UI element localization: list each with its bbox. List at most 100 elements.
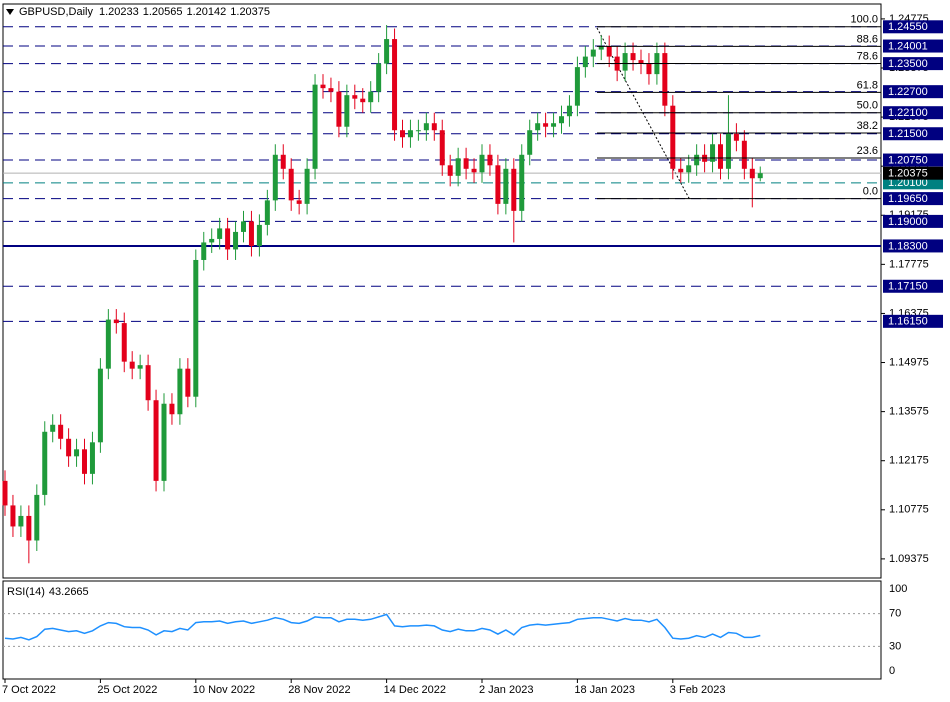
x-tick-label: 7 Oct 2022: [2, 684, 56, 696]
menu-arrow[interactable]: [6, 9, 14, 15]
level-box: [883, 153, 943, 167]
level-box: [883, 214, 943, 228]
candle-body: [376, 63, 382, 92]
level-label: 1.22100: [888, 107, 928, 119]
candle-body: [161, 403, 167, 481]
candle-body: [543, 123, 549, 127]
y-tick-label: 1.14975: [889, 356, 929, 368]
candle-body: [598, 46, 604, 50]
candle-body: [400, 130, 405, 138]
candle-body: [431, 123, 437, 131]
price-panel: [2, 3, 882, 579]
candle-body: [622, 53, 628, 71]
level-box: [883, 279, 943, 293]
candle-body: [34, 494, 40, 541]
candle-body: [304, 168, 310, 204]
candle-body: [757, 173, 763, 179]
current-price-box: [883, 166, 943, 180]
candle-body: [272, 154, 278, 201]
candle-body: [487, 154, 493, 166]
x-tick-label: 2 Jan 2023: [479, 684, 533, 696]
candle-body: [407, 130, 413, 138]
candle-body: [320, 84, 326, 89]
y-tick-label: 1.17775: [889, 258, 929, 270]
candle-body: [129, 361, 135, 369]
symbol: GBPUSD,Daily: [19, 6, 93, 18]
candle-body: [415, 130, 421, 132]
candle-body: [312, 84, 318, 169]
candle-body: [10, 505, 16, 527]
level-label: 1.24001: [888, 40, 928, 52]
candle-body: [694, 154, 700, 166]
level-label: 1.19650: [888, 193, 928, 205]
high-value: 1.20565: [143, 6, 183, 18]
candle-body: [280, 154, 286, 169]
candle-body: [551, 123, 557, 127]
y-tick-label: 30: [889, 640, 901, 652]
candle-body: [217, 228, 223, 239]
candle-body: [58, 424, 64, 439]
candle-body: [511, 168, 517, 211]
level-label: 1.21500: [888, 128, 928, 140]
candle-body: [105, 319, 111, 369]
y-tick-label: 0: [889, 665, 895, 677]
current-price-label: 1.20375: [888, 168, 928, 180]
candle-body: [344, 95, 350, 127]
rsi-panel: [2, 580, 882, 680]
candle-body: [89, 442, 95, 474]
candle-body: [527, 130, 533, 155]
x-tick-label: 18 Jan 2023: [574, 684, 635, 696]
candle-body: [177, 368, 183, 415]
fibo-label: 78.6: [857, 50, 878, 62]
candle-body: [455, 158, 461, 176]
candle-body: [360, 98, 366, 103]
level-label: 1.20100: [888, 177, 928, 189]
level-label: 1.16150: [888, 316, 928, 328]
candle-body: [535, 123, 541, 131]
candle-body: [42, 431, 48, 495]
rsi-line: [4, 613, 761, 641]
candle-body: [137, 365, 143, 369]
candle-body: [121, 323, 127, 362]
level-label: 1.24550: [888, 21, 928, 33]
candle-body: [97, 368, 103, 443]
candle-body: [209, 238, 215, 243]
candle-body: [686, 165, 692, 173]
level-label: 1.18300: [888, 240, 928, 252]
y-tick-label: 1.10775: [889, 504, 929, 516]
candle-body: [741, 140, 747, 169]
level-box: [883, 57, 943, 71]
candle-body: [26, 515, 32, 541]
candle-body: [193, 259, 199, 397]
candle-body: [384, 39, 390, 64]
candle-body: [590, 49, 596, 57]
level-label: 1.20750: [888, 154, 928, 166]
level-box: [883, 314, 943, 328]
candle-body: [50, 424, 56, 432]
x-tick-label: 14 Dec 2022: [384, 684, 446, 696]
candle-body: [495, 165, 501, 204]
x-tick-label: 28 Nov 2022: [288, 684, 350, 696]
candle-body: [678, 168, 684, 173]
open-value: 1.20233: [99, 6, 139, 18]
candle-body: [662, 53, 668, 106]
y-tick-label: 1.13575: [889, 406, 929, 418]
close-value: 1.20375: [230, 6, 270, 18]
candle-body: [82, 449, 87, 474]
candle-body: [559, 116, 564, 124]
level-box: [883, 192, 943, 206]
candle-body: [153, 400, 159, 481]
candle-body: [288, 168, 294, 201]
candle-body: [201, 242, 207, 260]
candle-body: [352, 95, 358, 99]
candle-body: [392, 39, 398, 131]
candle-body: [670, 105, 676, 169]
y-tick-label: 70: [889, 608, 901, 620]
candle-body: [582, 56, 588, 68]
fibo-label: 38.2: [857, 120, 878, 132]
candle-body: [439, 130, 445, 166]
candle-body: [566, 105, 572, 117]
level-box: [883, 127, 943, 141]
candle-body: [264, 200, 270, 225]
